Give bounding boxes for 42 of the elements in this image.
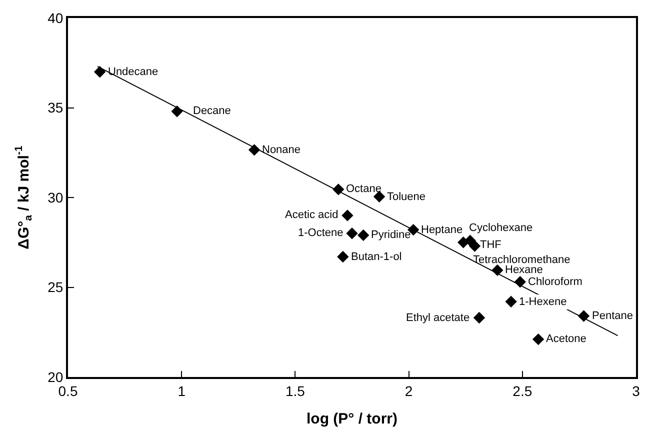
point <box>468 240 481 252</box>
x-axis-title: log (P° / torr) <box>306 410 398 428</box>
annotation: Butan-1-ol <box>351 251 402 263</box>
y-tick-label: 25 <box>48 279 64 296</box>
annotation: Undecane <box>108 66 158 78</box>
annotation: 1-Hexene <box>519 296 567 308</box>
annotation: Pentane <box>592 310 633 322</box>
point <box>473 312 486 324</box>
point <box>171 105 183 118</box>
annotation: 1-Octene <box>298 227 344 239</box>
point <box>505 296 517 308</box>
annotation: Chloroform <box>528 276 582 288</box>
y-tick-label: 30 <box>48 189 64 206</box>
annotation: Acetic acid <box>285 209 338 221</box>
annotation: Decane <box>193 105 231 117</box>
annotation: Octane <box>346 183 382 195</box>
annotation: Toluene <box>387 191 426 203</box>
point <box>346 228 358 240</box>
annotation: Cyclohexane <box>469 222 533 234</box>
annotation: Nonane <box>262 144 301 156</box>
y-tick-label: 20 <box>48 368 64 385</box>
x-tick-label: 3 <box>632 382 640 399</box>
annotation: Heptane <box>421 224 463 236</box>
annotation: THF <box>480 239 502 251</box>
annotation: Pyridine <box>371 229 411 241</box>
annotation: Acetone <box>546 333 586 345</box>
y-tick-label: 40 <box>48 10 64 26</box>
x-tick-label: 2.5 <box>512 382 532 399</box>
point <box>337 250 349 263</box>
point <box>532 333 544 346</box>
x-tick-label: 2 <box>404 382 413 399</box>
point <box>342 210 354 222</box>
point <box>578 310 590 322</box>
x-tick-label: 1 <box>178 382 186 399</box>
y-tick-label: 35 <box>48 100 64 116</box>
point <box>358 229 370 242</box>
annotation: Hexane <box>505 264 543 276</box>
annotation: Ethyl acetate <box>406 312 470 324</box>
point <box>94 66 106 78</box>
x-tick-label: 1.5 <box>285 382 306 399</box>
x-tick-label: 0.5 <box>58 382 78 399</box>
annotation: Tetrachloromethane <box>473 254 570 266</box>
